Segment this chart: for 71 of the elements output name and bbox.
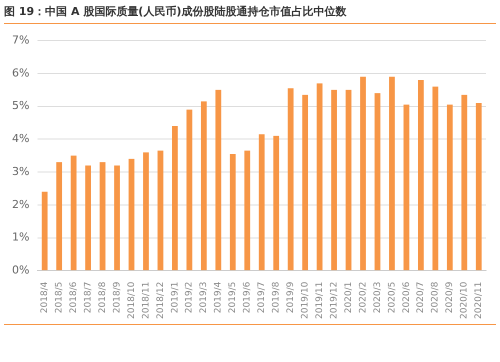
bar [172,126,178,270]
bar [128,158,134,270]
x-tick-label: 2019/4 [214,281,224,314]
x-tick-label: 2020/7 [416,282,426,314]
x-tick-label: 2019/11 [314,282,325,319]
x-tick-label: 2019/3 [199,282,210,314]
y-tick-label: 5% [12,99,30,112]
x-tick-label: 2018/4 [40,281,50,314]
y-tick-label: 7% [12,33,30,46]
bar [143,152,149,270]
y-tick-label: 3% [12,164,30,178]
x-tick-label: 2020/6 [402,281,412,314]
chart-title: 图 19：中国 A 股国际质量(人民币)成份股陆股通持仓市值占比中位数 [4,4,496,24]
x-tick-label: 2018/12 [156,282,166,319]
y-tick-label: 0% [12,263,30,276]
y-tick-label: 1% [12,230,30,244]
x-tick-label: 2019/10 [300,281,310,319]
x-tick-label: 2020/9 [445,281,456,314]
bar [273,136,280,270]
x-tick-label: 2019/5 [228,282,238,314]
bar [418,80,424,270]
x-tick-label: 2019/12 [329,282,340,319]
bar [42,192,48,270]
x-tick-label: 2018/8 [98,281,108,314]
bar [258,134,265,270]
bar [215,90,222,270]
bar [331,90,337,270]
bar [186,110,192,270]
y-tick-label: 6% [12,66,30,80]
x-tick-label: 2019/8 [272,281,282,314]
x-tick-label: 2018/10 [126,281,137,319]
bar [346,90,352,270]
bar [200,101,207,270]
x-tick-label: 2019/6 [242,281,253,314]
x-tick-label: 2020/5 [387,282,398,314]
x-tick-label: 2019/9 [286,281,296,314]
bar [316,83,322,270]
bar [476,103,482,270]
bar [302,94,308,270]
x-tick-label: 2018/11 [141,282,152,319]
x-tick-label: 2020/1 [344,282,354,314]
x-tick-label: 2018/9 [112,281,122,314]
y-tick-label: 2% [12,198,30,211]
x-tick-label: 2020/11 [474,282,484,319]
bar [374,93,380,270]
x-tick-label: 2019/2 [184,282,195,314]
bar [288,88,294,270]
x-tick-label: 2018/5 [54,282,64,314]
bar [244,150,250,270]
bar [389,76,395,270]
x-tick-label: 2020/3 [372,282,383,314]
bar [432,86,438,270]
bar [360,76,366,270]
x-tick-label: 2018/6 [68,281,79,314]
x-tick-label: 2019/1 [170,282,180,314]
bar [461,94,468,270]
bar [85,165,91,270]
x-tick-label: 2018/7 [83,282,94,314]
bar [158,150,164,270]
bar [230,154,236,270]
x-tick-label: 2020/8 [430,281,441,314]
x-tick-label: 2019/7 [257,282,268,314]
x-tick-label: 2020/10 [460,281,470,319]
bar [100,162,106,270]
bar [114,165,120,270]
bar [56,162,62,270]
bar [404,104,410,270]
y-tick-label: 4% [12,132,30,146]
bar [446,104,453,270]
x-tick-label: 2020/2 [358,282,368,314]
bar [70,156,77,270]
